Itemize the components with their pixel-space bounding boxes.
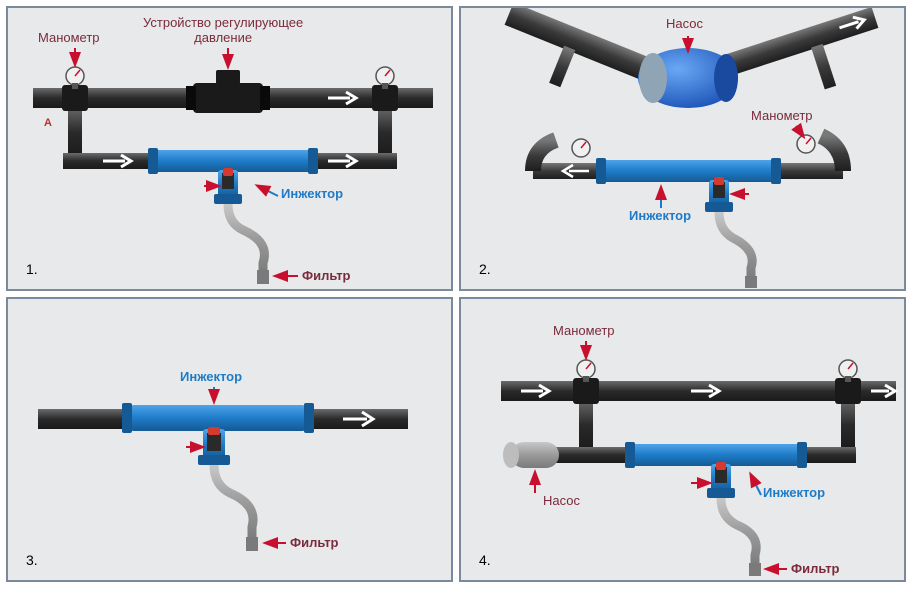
label-injector-2: Инжектор (629, 208, 691, 223)
panel-1: A Манометр Устройство регулирующеедавлен… (6, 6, 453, 291)
panel-2: Насос Манометр Инжектор 2. (459, 6, 906, 291)
panel-number: 1. (26, 261, 38, 277)
panel-number: 3. (26, 552, 38, 568)
label-filter: Фильтр (302, 268, 351, 283)
label-manometer-2: Манометр (751, 108, 813, 123)
label-filter-4: Фильтр (791, 561, 840, 576)
label-regulator: Устройство регулирующеедавление (143, 16, 303, 46)
panel-4: Манометр Насос Инжектор Фильтр 4. (459, 297, 906, 582)
panel-3: Инжектор Фильтр 3. (6, 297, 453, 582)
panel-4-svg (461, 299, 904, 580)
label-injector-3: Инжектор (180, 369, 242, 384)
panel-3-svg (8, 299, 451, 580)
label-injector-4: Инжектор (763, 485, 825, 500)
panel-1-svg: A (8, 8, 451, 289)
label-injector: Инжектор (281, 186, 343, 201)
label-filter-3: Фильтр (290, 535, 339, 550)
panel-2-svg (461, 8, 904, 289)
label-pump: Насос (666, 16, 703, 31)
label-pump-4: Насос (543, 493, 580, 508)
point-a-label: A (44, 117, 52, 129)
diagram-grid: A Манометр Устройство регулирующеедавлен… (0, 0, 918, 588)
panel-number: 2. (479, 261, 491, 277)
panel-number: 4. (479, 552, 491, 568)
label-manometer: Манометр (38, 30, 100, 45)
label-manometer-4: Манометр (553, 323, 615, 338)
